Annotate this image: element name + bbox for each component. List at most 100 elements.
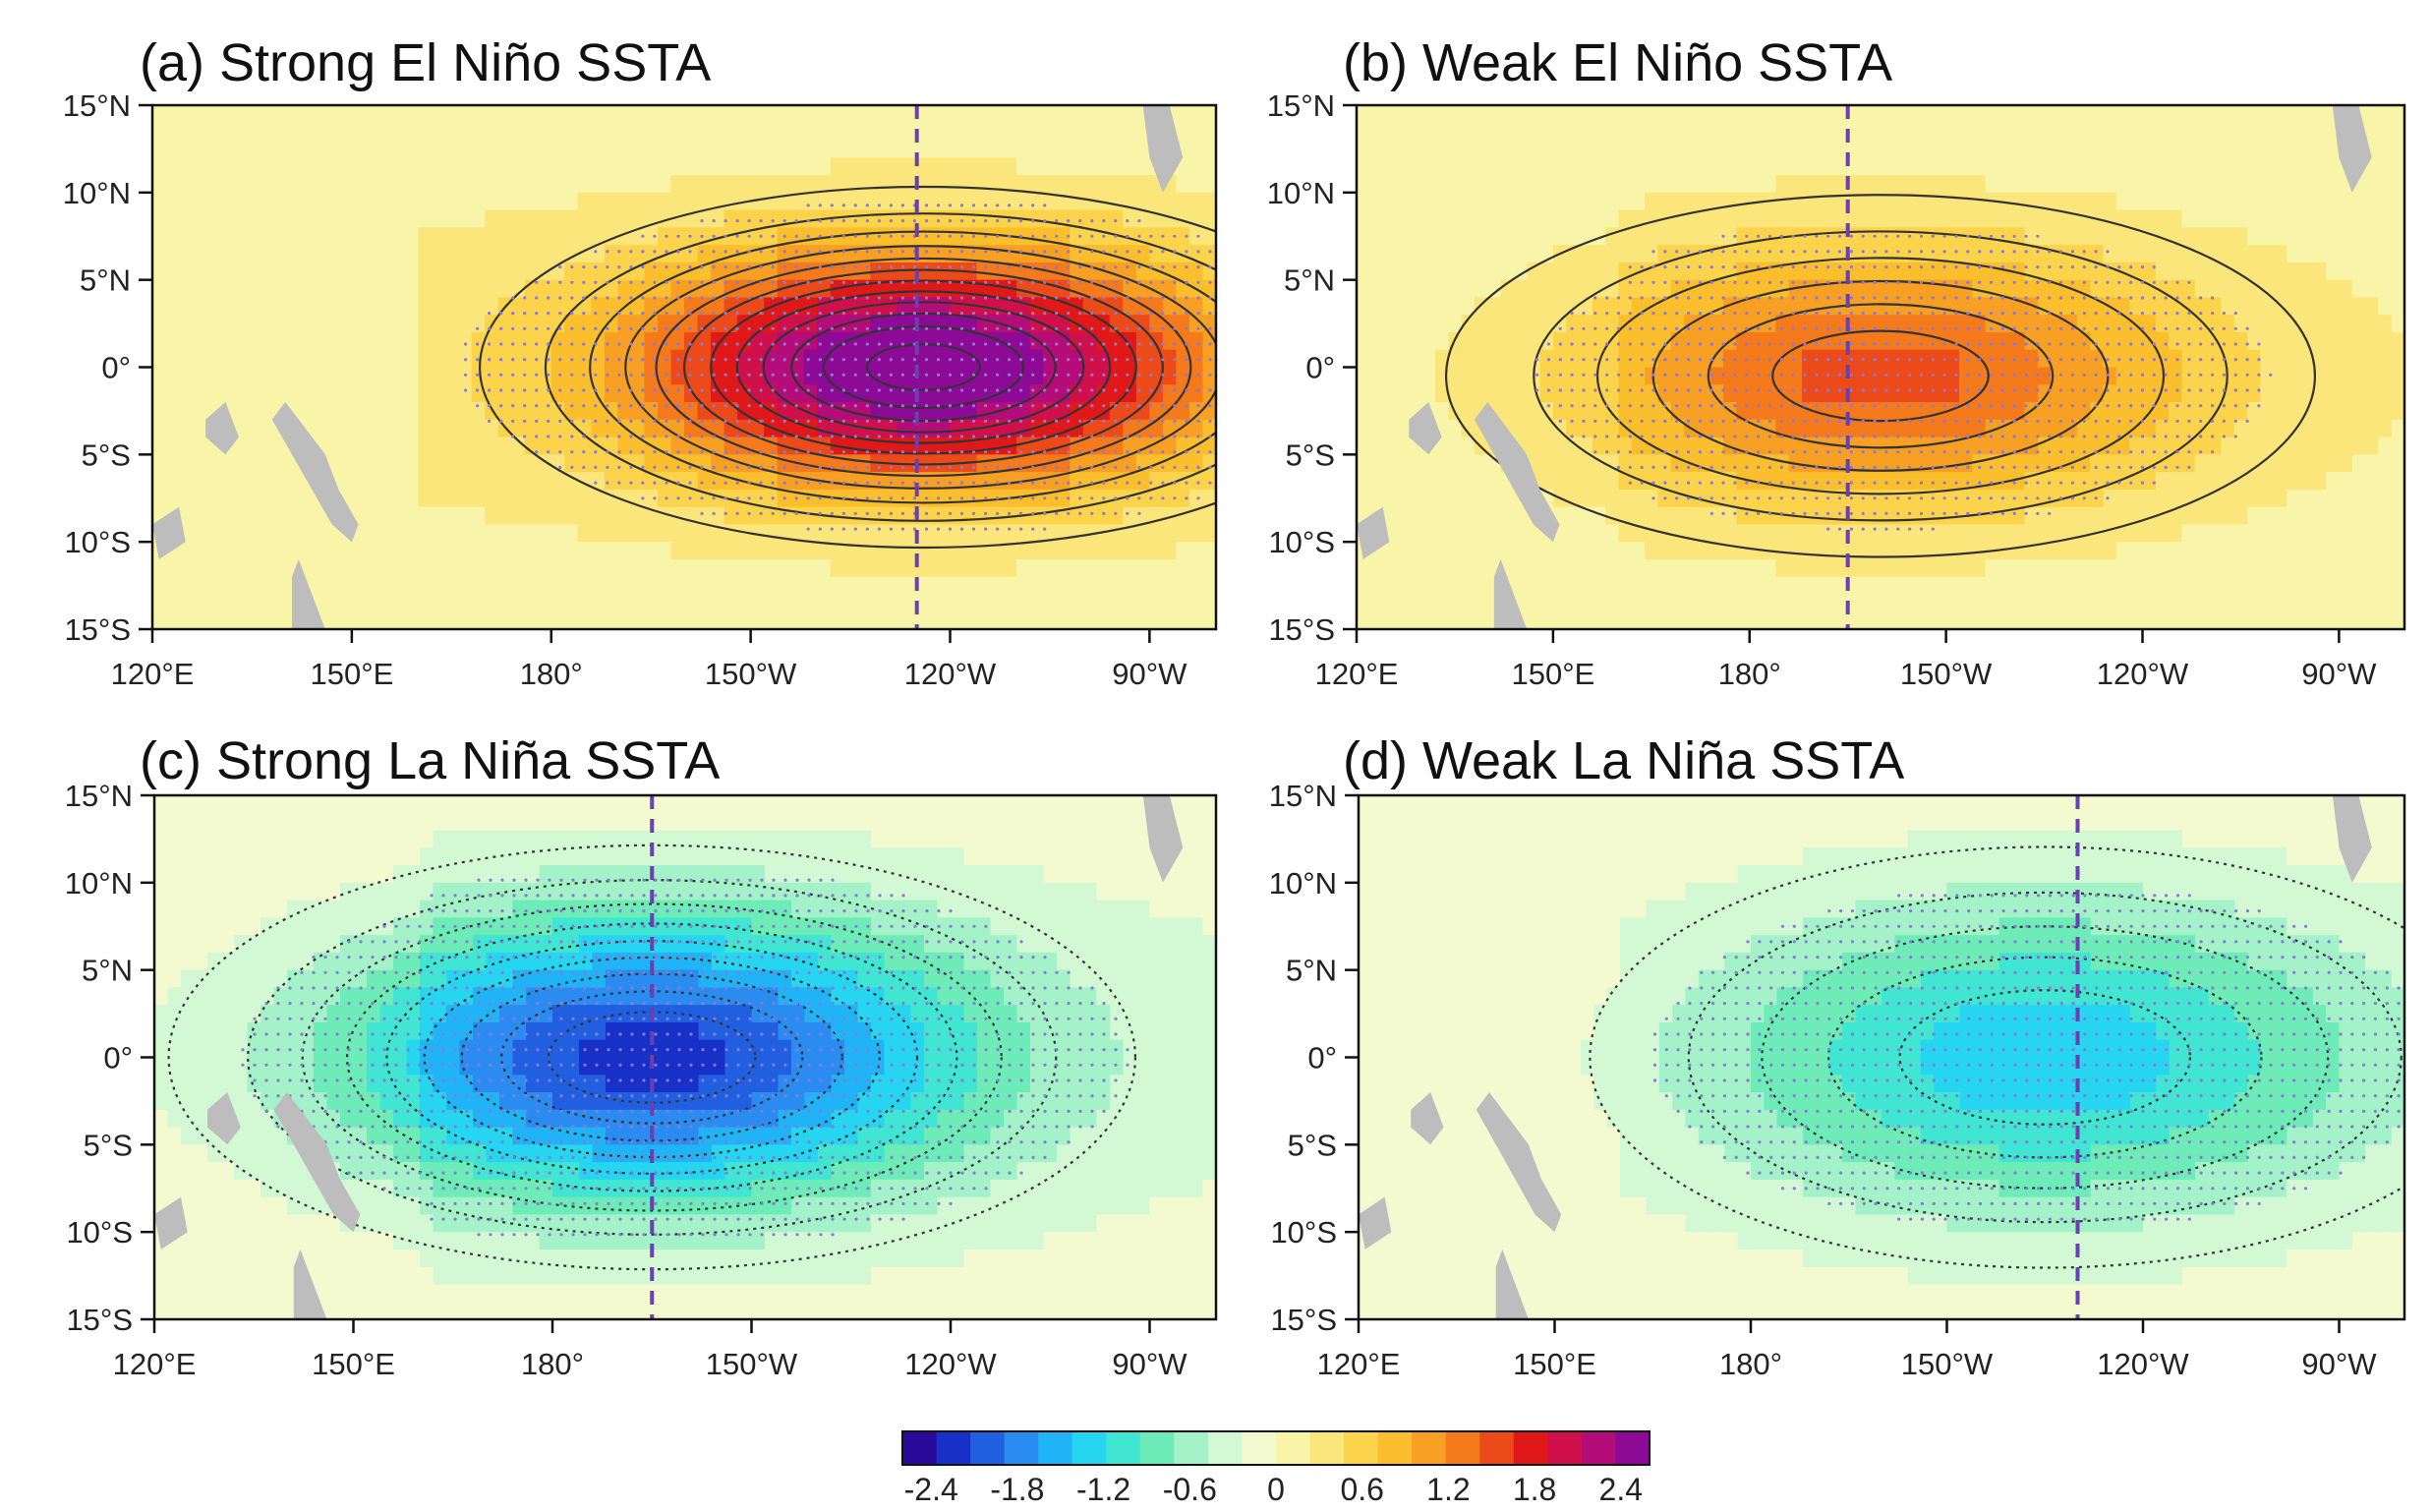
field-cell <box>245 140 260 158</box>
stipple-dot <box>1031 496 1035 500</box>
field-cell <box>1448 472 1463 491</box>
field-cell <box>617 209 632 228</box>
field-cell <box>324 384 339 403</box>
field-cell <box>1802 245 1816 263</box>
field-cell <box>1487 209 1502 228</box>
stipple-dot <box>1149 496 1153 500</box>
stipple-dot <box>488 326 492 330</box>
field-cell <box>1043 594 1058 612</box>
stipple-dot <box>1185 435 1188 438</box>
field-cell <box>1043 122 1058 142</box>
field-cell <box>1513 315 1528 333</box>
stipple-dot <box>653 342 657 346</box>
field-cell <box>737 331 752 351</box>
field-cell <box>1657 558 1672 578</box>
field-cell <box>377 157 393 176</box>
stipple-dot <box>724 358 727 362</box>
field-cell <box>458 542 473 560</box>
stipple-dot <box>806 265 810 269</box>
stipple-dot <box>1067 450 1071 454</box>
field-cell <box>1893 279 1908 299</box>
field-cell <box>1605 297 1620 316</box>
stipple-dot <box>877 204 882 207</box>
stipple-dot <box>558 419 562 423</box>
field-cell <box>630 436 646 455</box>
field-cell <box>1043 175 1058 194</box>
field-cell <box>684 122 699 142</box>
field-cell <box>1421 122 1436 142</box>
stipple-dot <box>984 373 988 377</box>
field-cell <box>1082 558 1097 578</box>
stipple-dot <box>996 435 1000 438</box>
field-cell <box>644 558 659 578</box>
stipple-dot <box>558 388 562 392</box>
field-cell <box>711 472 725 491</box>
field-cell <box>351 454 367 473</box>
field-cell <box>1827 105 1842 124</box>
stipple-dot <box>984 481 988 485</box>
field-cell <box>1176 122 1190 142</box>
stipple-dot <box>1078 265 1082 269</box>
field-cell <box>179 506 194 525</box>
stipple-dot <box>959 496 964 500</box>
field-cell <box>657 367 672 385</box>
field-cell <box>471 542 486 560</box>
field-cell <box>604 542 618 560</box>
stipple-dot <box>653 465 657 469</box>
field-cell <box>432 140 446 158</box>
stipple-dot <box>830 435 834 438</box>
field-cell <box>1684 122 1699 142</box>
stipple-dot <box>830 481 834 485</box>
field-cell <box>644 175 659 194</box>
stipple-dot <box>1114 465 1118 469</box>
field-cell <box>458 279 473 299</box>
stipple-dot <box>1008 527 1012 531</box>
field-cell <box>764 558 779 578</box>
field-cell <box>963 489 978 508</box>
field-cell <box>657 122 672 142</box>
stipple-dot <box>1043 280 1047 284</box>
stipple-dot <box>464 373 468 377</box>
field-cell <box>524 436 539 455</box>
stipple-dot <box>665 296 668 300</box>
stipple-dot <box>629 404 633 408</box>
field-cell <box>1082 175 1097 194</box>
field-cell <box>432 489 446 508</box>
stipple-dot <box>794 450 798 454</box>
field-cell <box>351 209 367 228</box>
field-cell <box>1096 122 1111 142</box>
field-cell <box>524 227 539 246</box>
stipple-dot <box>806 435 810 438</box>
field-cell <box>591 105 606 124</box>
stipple-dot <box>806 404 810 408</box>
field-cell <box>1579 454 1593 473</box>
stipple-dot <box>1173 280 1177 284</box>
field-cell <box>883 611 898 629</box>
stipple-dot <box>1078 435 1082 438</box>
field-cell <box>1749 576 1764 596</box>
stipple-dot <box>735 435 739 438</box>
field-cell <box>1070 122 1084 142</box>
stipple-dot <box>629 481 633 485</box>
stipple-dot <box>1173 404 1177 408</box>
field-cell <box>1409 472 1423 491</box>
field-cell <box>1552 436 1567 455</box>
field-cell <box>351 611 367 629</box>
field-cell <box>1188 542 1204 560</box>
stipple-dot <box>700 358 704 362</box>
stipple-dot <box>830 527 834 531</box>
field-cell <box>1854 209 1869 228</box>
field-cell <box>1827 157 1842 176</box>
stipple-dot <box>641 496 645 500</box>
stipple-dot <box>1090 435 1094 438</box>
field-cell <box>179 419 194 438</box>
field-cell <box>1434 611 1449 629</box>
stipple-dot <box>912 358 917 362</box>
field-cell <box>1605 245 1620 263</box>
field-cell <box>644 419 659 438</box>
field-cell <box>1631 576 1646 596</box>
field-cell <box>950 192 964 211</box>
field-cell <box>577 558 592 578</box>
field-cell <box>165 315 180 333</box>
field-cell <box>697 611 712 629</box>
